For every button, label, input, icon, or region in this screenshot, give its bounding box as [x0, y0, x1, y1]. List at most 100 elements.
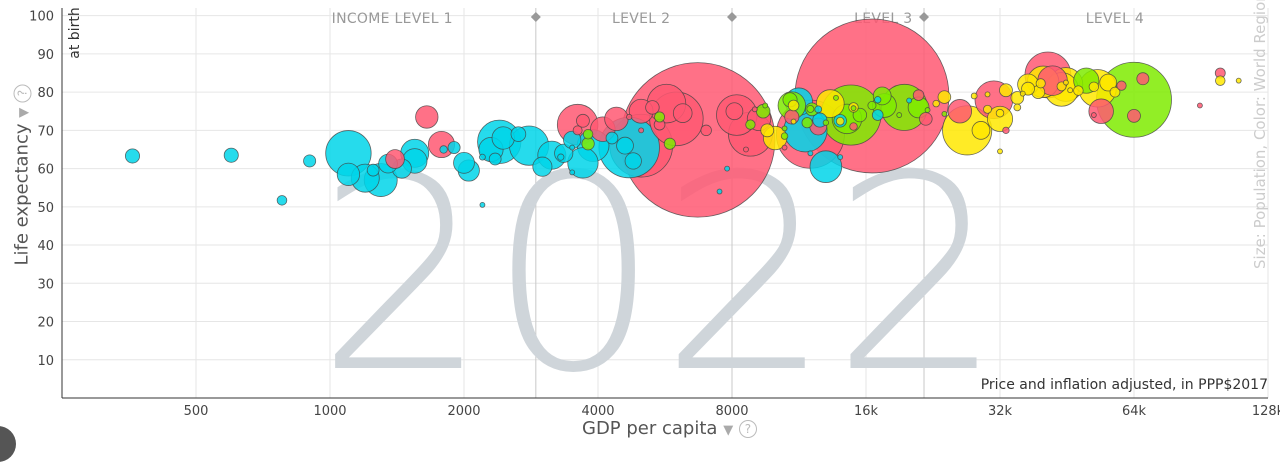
y-axis-label[interactable]: Life expectancy: [11, 123, 33, 266]
bubble[interactable]: [569, 169, 576, 176]
bubble[interactable]: [1109, 86, 1121, 98]
bubble[interactable]: [654, 111, 666, 123]
bubble[interactable]: [849, 122, 858, 131]
bubble[interactable]: [822, 119, 830, 126]
x-axis-label[interactable]: GDP per capita: [582, 418, 718, 439]
bubble[interactable]: [947, 99, 973, 124]
bubble[interactable]: [576, 113, 590, 128]
bubble[interactable]: [787, 99, 800, 112]
bubble[interactable]: [745, 119, 756, 130]
bubble[interactable]: [1073, 85, 1084, 96]
bubble[interactable]: [781, 144, 788, 151]
bubble[interactable]: [867, 101, 877, 111]
bubble[interactable]: [790, 118, 797, 125]
bubble[interactable]: [447, 141, 461, 155]
bubble[interactable]: [971, 121, 991, 140]
bubble[interactable]: [624, 152, 642, 170]
bubble[interactable]: [1197, 102, 1203, 109]
bubble[interactable]: [645, 100, 660, 115]
bubble[interactable]: [983, 104, 992, 114]
bubble[interactable]: [663, 137, 676, 150]
bubble[interactable]: [439, 145, 448, 154]
bubble[interactable]: [986, 105, 1014, 132]
bubble[interactable]: [672, 103, 693, 123]
bubble[interactable]: [605, 131, 619, 145]
bubble[interactable]: [724, 165, 731, 172]
bubble[interactable]: [557, 153, 565, 161]
bubble[interactable]: [453, 151, 475, 174]
bubble[interactable]: [896, 112, 903, 118]
bubble[interactable]: [809, 150, 843, 183]
bubble[interactable]: [1013, 103, 1022, 112]
bubble[interactable]: [638, 127, 645, 134]
bubble[interactable]: [984, 91, 991, 98]
bubble[interactable]: [124, 148, 140, 164]
bubble[interactable]: [814, 105, 823, 114]
bubble[interactable]: [743, 146, 749, 153]
bubble[interactable]: [479, 202, 486, 208]
bubble[interactable]: [626, 113, 633, 121]
bubble[interactable]: [491, 126, 515, 150]
bubble[interactable]: [716, 188, 723, 195]
bubble[interactable]: [276, 195, 288, 206]
bubble[interactable]: [572, 125, 583, 136]
bubble[interactable]: [582, 128, 594, 140]
bubble[interactable]: [366, 163, 380, 177]
help-icon[interactable]: ?: [738, 420, 757, 438]
size-color-label[interactable]: Size: Population, Color: World Regions: [1251, 0, 1269, 269]
bubble[interactable]: [837, 154, 844, 161]
bubble[interactable]: [385, 149, 405, 169]
bubble[interactable]: [970, 92, 978, 100]
bubble[interactable]: [1215, 75, 1226, 86]
bubble[interactable]: [874, 96, 882, 104]
bubble[interactable]: [806, 104, 815, 113]
bubble[interactable]: [999, 83, 1013, 98]
bubble[interactable]: [760, 123, 775, 138]
bubble[interactable]: [932, 99, 940, 108]
bubble[interactable]: [569, 144, 576, 151]
bubble[interactable]: [781, 125, 788, 132]
bubble[interactable]: [871, 109, 884, 121]
bubble[interactable]: [1088, 81, 1100, 92]
bubble[interactable]: [924, 107, 931, 113]
bubble[interactable]: [1002, 126, 1010, 134]
bubble[interactable]: [807, 150, 814, 157]
bubble[interactable]: [906, 97, 913, 104]
caret-down-icon[interactable]: ▼: [723, 423, 734, 438]
bubble[interactable]: [1099, 73, 1118, 92]
bubble[interactable]: [1127, 108, 1141, 123]
caret-down-icon[interactable]: ▼: [16, 107, 32, 118]
help-icon[interactable]: ?: [13, 84, 32, 103]
bubble[interactable]: [1019, 90, 1026, 97]
bubble[interactable]: [801, 117, 813, 129]
bubble[interactable]: [1235, 77, 1242, 84]
bubble[interactable]: [725, 102, 744, 121]
bubble[interactable]: [700, 124, 712, 137]
bubble[interactable]: [937, 90, 952, 104]
bubble[interactable]: [1035, 78, 1046, 89]
bubble[interactable]: [919, 112, 933, 126]
bubble[interactable]: [510, 126, 527, 142]
bubbles-layer[interactable]: [124, 18, 1242, 218]
bubble[interactable]: [751, 106, 758, 113]
bubble[interactable]: [780, 132, 789, 140]
bubble[interactable]: [1116, 80, 1127, 91]
bubble[interactable]: [223, 147, 239, 163]
bubble[interactable]: [1067, 87, 1074, 94]
bubble[interactable]: [415, 105, 439, 129]
bubble[interactable]: [833, 94, 839, 101]
y-axis-title[interactable]: Life expectancy ▼ ?: [11, 84, 33, 266]
bubble[interactable]: [479, 153, 486, 161]
x-axis-title[interactable]: GDP per capita ▼ ?: [582, 418, 757, 439]
bubble[interactable]: [995, 108, 1005, 118]
bubble[interactable]: [1088, 98, 1114, 124]
bubble[interactable]: [303, 154, 317, 168]
bubble[interactable]: [336, 162, 361, 186]
bubble[interactable]: [835, 116, 845, 126]
bubble[interactable]: [1063, 79, 1069, 86]
bubble[interactable]: [488, 152, 502, 166]
bubble[interactable]: [1090, 112, 1097, 118]
bubble[interactable]: [616, 136, 634, 155]
bubble[interactable]: [912, 89, 925, 101]
bubble[interactable]: [1136, 72, 1150, 86]
